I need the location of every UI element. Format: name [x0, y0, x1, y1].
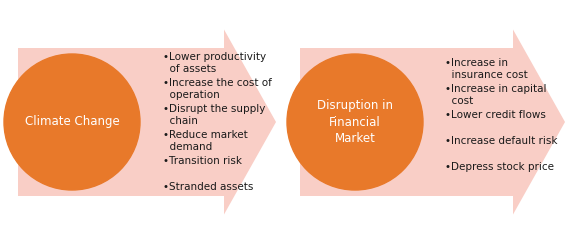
Text: Climate Change: Climate Change [25, 115, 120, 128]
Text: •Increase the cost of
  operation: •Increase the cost of operation [163, 78, 272, 100]
Text: •Transition risk: •Transition risk [163, 156, 242, 166]
Text: •Increase in
  insurance cost: •Increase in insurance cost [445, 58, 528, 80]
Text: •Stranded assets: •Stranded assets [163, 182, 253, 192]
Circle shape [287, 54, 423, 190]
Text: •Depress stock price: •Depress stock price [445, 162, 554, 172]
Circle shape [4, 54, 140, 190]
Polygon shape [300, 30, 565, 215]
Text: Disruption in
Financial
Market: Disruption in Financial Market [317, 100, 393, 144]
Text: •Disrupt the supply
  chain: •Disrupt the supply chain [163, 104, 265, 126]
Polygon shape [18, 30, 276, 215]
Text: •Increase default risk: •Increase default risk [445, 136, 558, 146]
Text: •Lower credit flows: •Lower credit flows [445, 110, 546, 120]
Text: •Lower productivity
  of assets: •Lower productivity of assets [163, 52, 266, 74]
Text: •Reduce market
  demand: •Reduce market demand [163, 130, 248, 152]
Text: •Increase in capital
  cost: •Increase in capital cost [445, 84, 547, 106]
